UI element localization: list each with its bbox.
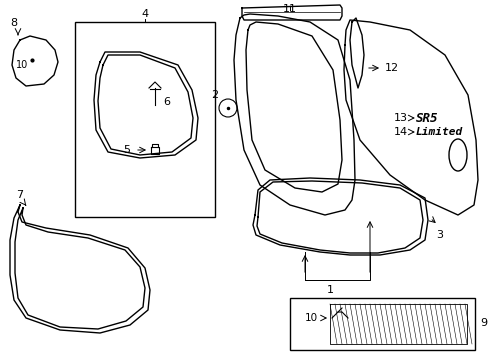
Text: 10: 10: [16, 60, 28, 70]
Text: 9: 9: [479, 318, 486, 328]
Text: 6: 6: [163, 97, 170, 107]
Text: 4: 4: [141, 9, 148, 19]
Bar: [289, 298, 474, 350]
Bar: [75, 22, 215, 217]
Text: 14: 14: [393, 127, 407, 137]
Text: 8: 8: [10, 18, 18, 28]
Text: 5: 5: [123, 145, 130, 155]
Text: 3: 3: [436, 230, 443, 240]
Text: Limited: Limited: [415, 127, 462, 137]
Text: 11: 11: [283, 4, 296, 14]
Circle shape: [219, 99, 237, 117]
Text: 13: 13: [393, 113, 407, 123]
Text: 1: 1: [326, 285, 333, 295]
Text: 12: 12: [384, 63, 398, 73]
Text: 10: 10: [304, 313, 317, 323]
Text: 2: 2: [210, 90, 218, 100]
Text: 7: 7: [17, 190, 23, 200]
Text: SR5: SR5: [415, 112, 438, 125]
